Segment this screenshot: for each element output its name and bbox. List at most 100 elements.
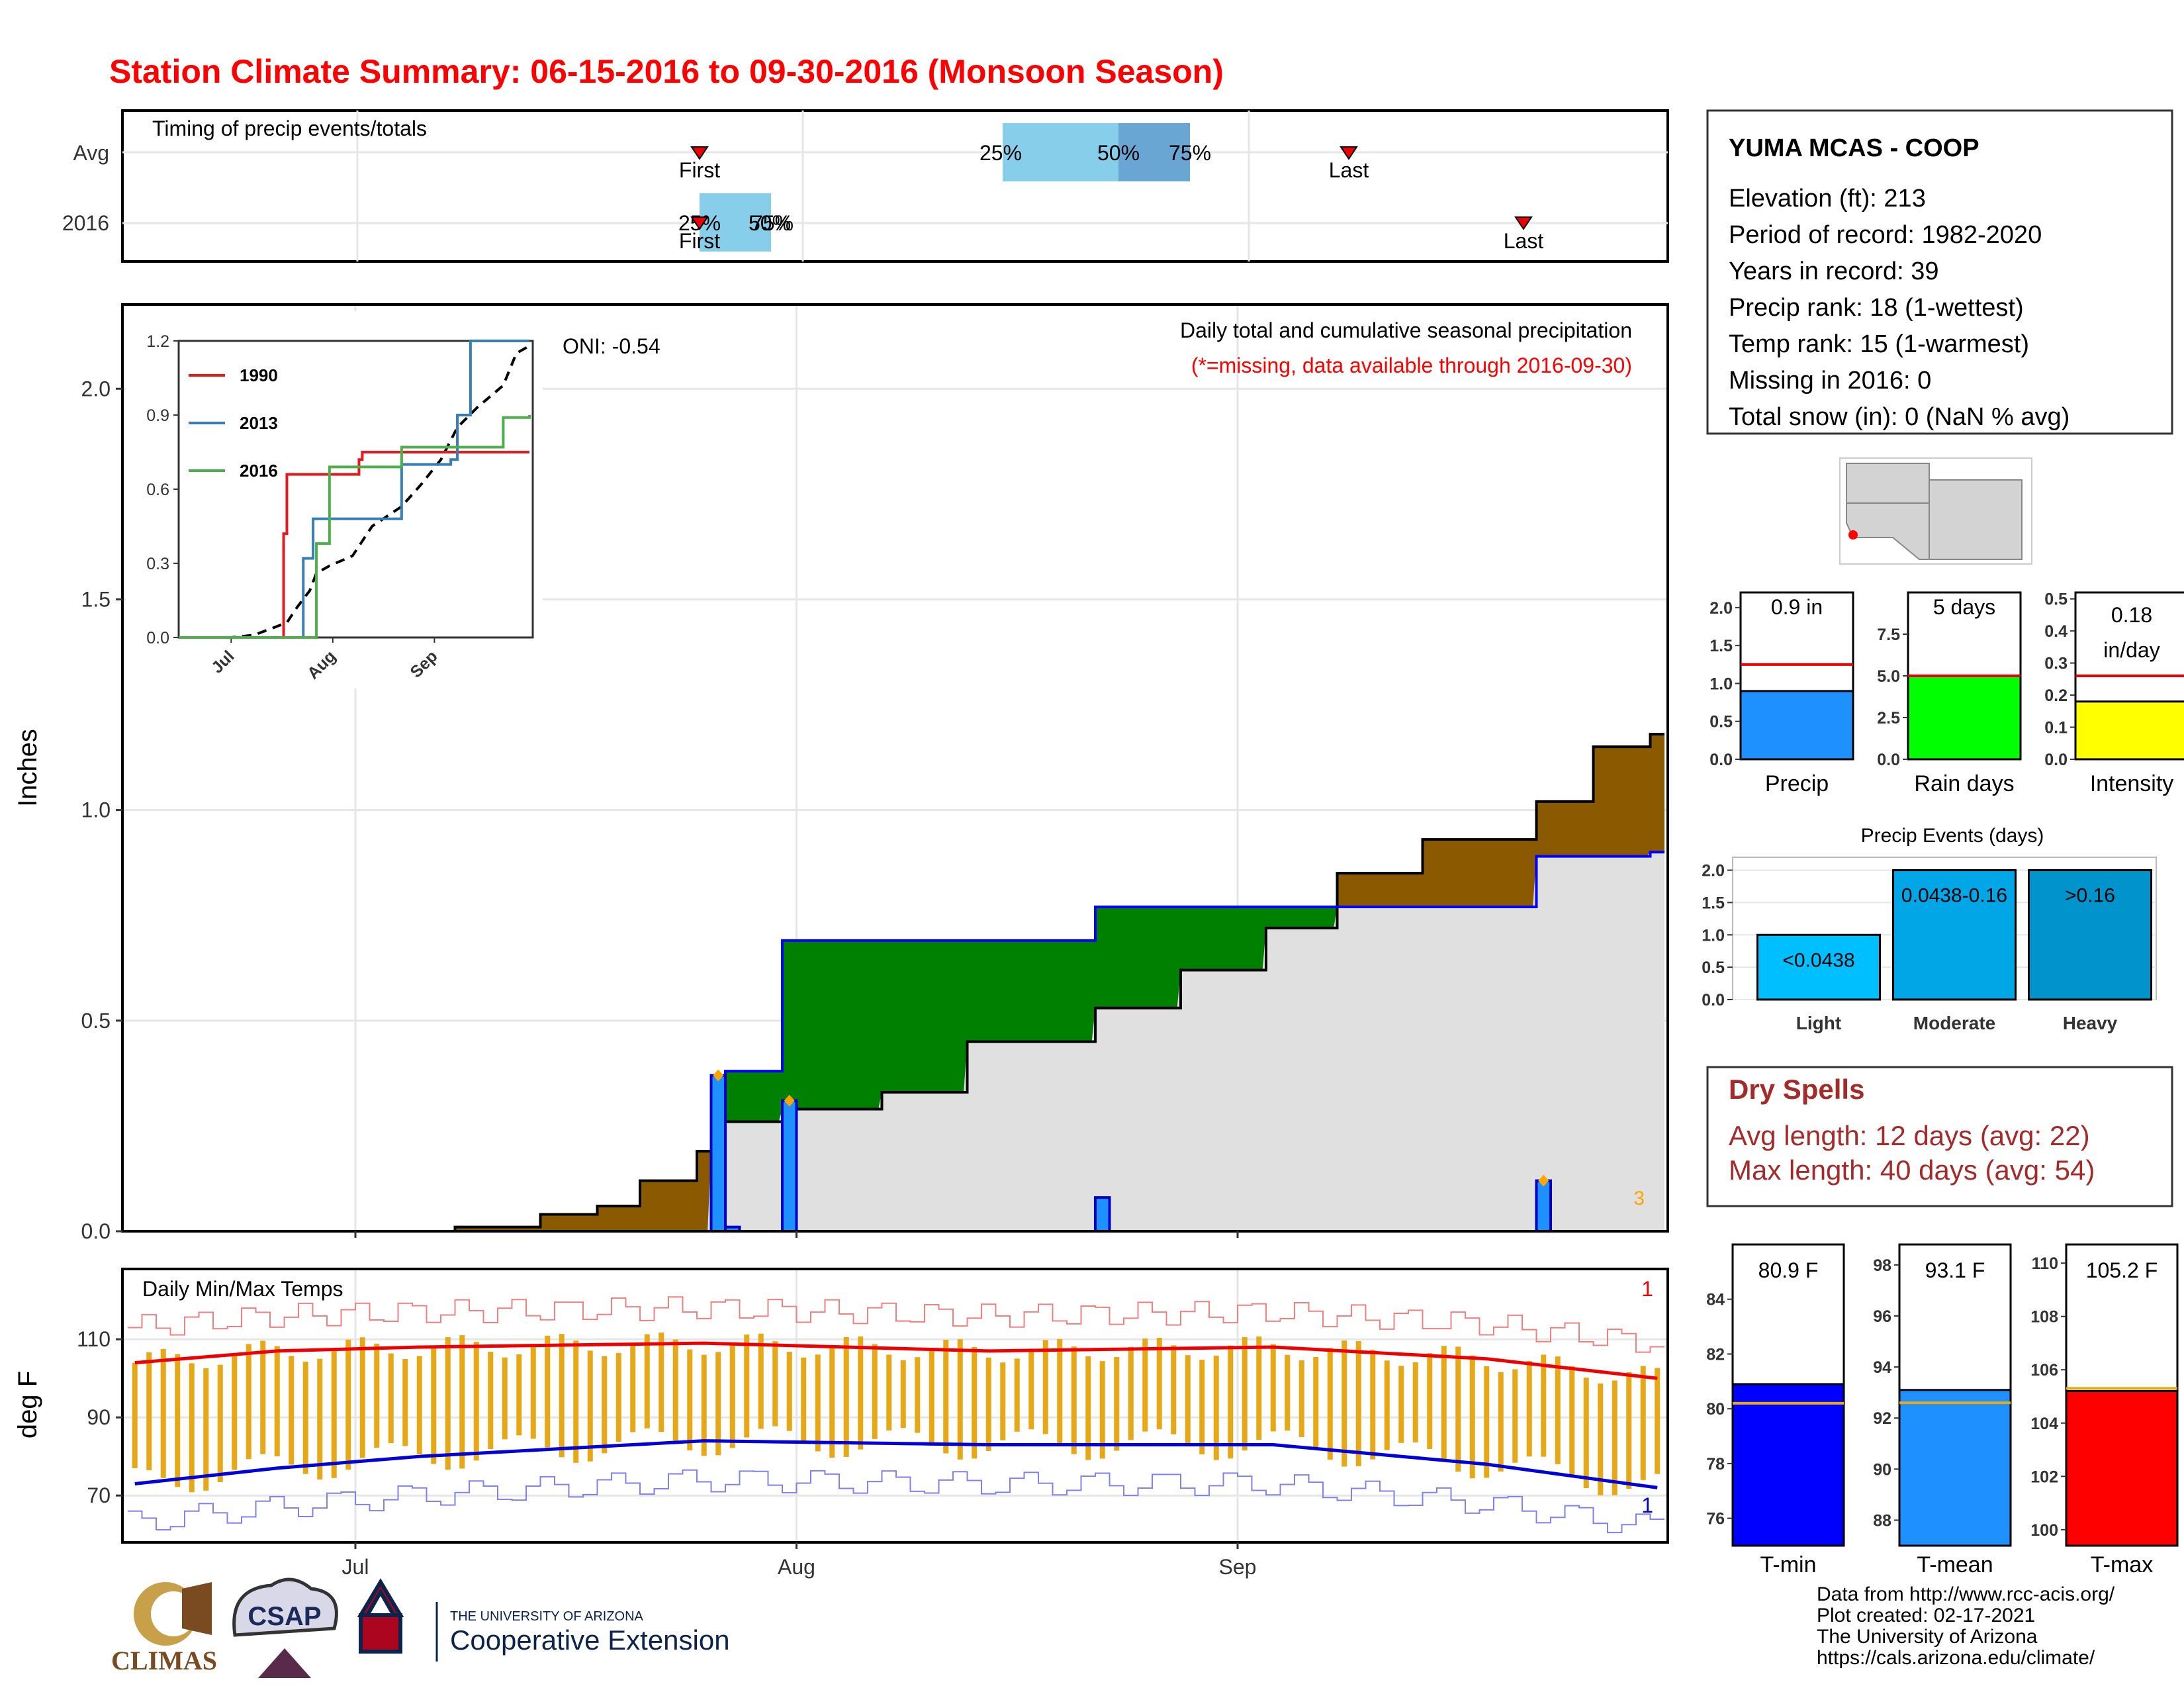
daily-temp-bar [431,1346,437,1464]
summary-bars: 0.0 0.5 1.0 1.5 2.0 Precip 0.9 in 0.0 2.5 5.0 7.5 R… [1709,590,2184,796]
footer-url: https://cals.arizona.edu/climate/ [1817,1647,2095,1669]
daily-temp-bar [1484,1366,1490,1478]
tmean-summary-ytick-label: 98 [1873,1256,1891,1275]
daily-temp-bar [559,1334,565,1458]
daily-temp-bar [331,1348,337,1478]
tmean-summary-bar [1898,1389,2012,1547]
intensity-summary-bar [2074,700,2184,761]
daily-temp-bar [1128,1346,1134,1440]
daily-temp-bar [829,1345,835,1458]
main-ytick-label: 1.5 [81,587,111,611]
page-title: Station Climate Summary: 06-15-2016 to 0… [109,53,1224,90]
intensity-summary-ytick-label: 0.3 [2044,655,2068,673]
temp-xtick-label: Jul [342,1555,369,1579]
events-ytick-label: 2.0 [1702,862,1725,880]
daily-precip-marker [784,1094,795,1107]
inset-ytick-label: 1.2 [146,332,169,351]
daily-temp-bar [1412,1362,1418,1442]
avg-cumulative-line [128,733,1664,1233]
station-period: Period of record: 1982-2020 [1729,221,2042,249]
daily-temp-bar [929,1348,934,1443]
precip-count: 3 [1633,1188,1645,1209]
intensity-summary-label: Intensity [2090,771,2174,796]
daily-temp-bar [744,1334,750,1438]
daily-temp-bar [260,1340,266,1454]
tmean-summary-ytick-label: 96 [1873,1307,1891,1326]
ua-logo: THE UNIVERSITY OF ARIZONA Cooperative Ex… [357,1578,730,1662]
avg-last-marker [1340,146,1358,160]
daily-temp-bar [317,1358,323,1479]
inset-legend-label: 2016 [240,461,278,481]
daily-temp-bar [530,1344,536,1439]
temp-count-top: 1 [1641,1277,1653,1301]
daily-temp-bar [815,1354,821,1452]
inset-ytick-label: 0.9 [146,406,169,425]
precip-summary-ytick-label: 1.0 [1709,675,1733,693]
daily-temp-bar [203,1368,209,1491]
daily-temp-bar [1640,1366,1646,1480]
daily-temp-bar [1228,1345,1234,1459]
temp-ytick-label: 70 [87,1483,111,1507]
station-snow: Total snow (in): 0 (NaN % avg) [1729,403,2070,431]
daily-temp-bar [1655,1368,1661,1474]
timing-panel: Timing of precip events/totals Avg 2016 … [62,109,1669,263]
inset-ytick-label: 0.0 [146,629,169,647]
precip-summary-label: Precip [1765,771,1829,796]
tmax-summary-value: 105.2 F [2086,1258,2158,1282]
climas-logo: CLIMAS [111,1582,217,1675]
daily-temp-bar [189,1363,195,1493]
tmin-summary-ytick-label: 84 [1706,1291,1725,1309]
intensity-summary-value: 0.18 [2111,603,2152,627]
events-ytick-label: 1.0 [1702,926,1725,945]
inset-ytick-label: 0.6 [146,481,169,499]
raindays-summary-ytick-label: 5.0 [1877,667,1900,686]
daily-temp-bar [160,1348,166,1478]
y2016-first-marker [690,216,709,230]
daily-temp-bar [900,1360,906,1429]
tmax-summary-bar [2065,1389,2179,1547]
daily-temp-bar [1455,1346,1461,1472]
daily-temp-bar [1085,1356,1091,1460]
ua-big-text: Cooperative Extension [450,1624,730,1656]
daily-temp-bar [957,1339,963,1460]
daily-temp-bar [146,1352,152,1471]
precip-events-chart: Precip Events (days) 0.0 0.5 1.0 1.5 2.0 <0.0… [1702,825,2157,1033]
inset-series-line [179,340,530,639]
temp-label: Daily Min/Max Temps [142,1277,343,1301]
dry-spells-avg: Avg length: 12 days (avg: 22) [1729,1120,2090,1151]
daily-temp-bar [1000,1362,1006,1440]
daily-temp-bar [615,1352,621,1442]
tmin-summary-ytick-label: 76 [1706,1510,1725,1528]
avg-max-temp-line [134,1341,1658,1380]
daily-temp-bar [772,1341,778,1427]
events-title: Precip Events (days) [1861,825,2044,847]
dry-spells-max: Max length: 40 days (avg: 54) [1729,1154,2095,1186]
daily-temp-bar [1626,1372,1632,1489]
station-info: YUMA MCAS - COOP Elevation (ft): 213 Per… [1706,109,2173,435]
y2016-quartile-box [700,193,771,252]
daily-temp-bar [289,1356,295,1465]
daily-temp-bar [644,1334,650,1429]
daily-temp-bar [1256,1336,1262,1440]
events-category-label: Light [1796,1013,1841,1033]
csap-logo: CSAP [232,1577,338,1678]
daily-temp-bar [1285,1354,1291,1431]
station-name: YUMA MCAS - COOP [1729,134,1979,162]
avg-first-label: First [679,158,720,182]
temp-frame [121,1268,1669,1544]
raindays-summary-bar [1907,675,2022,761]
avg-first-marker [690,146,709,160]
daily-temp-bar [729,1342,735,1448]
daily-temp-bar [302,1362,308,1474]
tmin-summary-ytick-label: 78 [1706,1455,1725,1474]
daily-precip-bar [1094,1196,1111,1233]
daily-temp-bar [701,1354,707,1456]
daily-temp-bar [1498,1372,1504,1472]
temp-ylabel: deg F [13,1371,42,1438]
daily-temp-bar [1071,1346,1077,1454]
temp-summary-bars: 76 78 80 82 84 80.9 F T-min 88 90 92 94 96 98 93.1 F T… [1706,1243,2179,1577]
locator-map [1839,457,2032,565]
station-location-marker [1848,530,1858,539]
